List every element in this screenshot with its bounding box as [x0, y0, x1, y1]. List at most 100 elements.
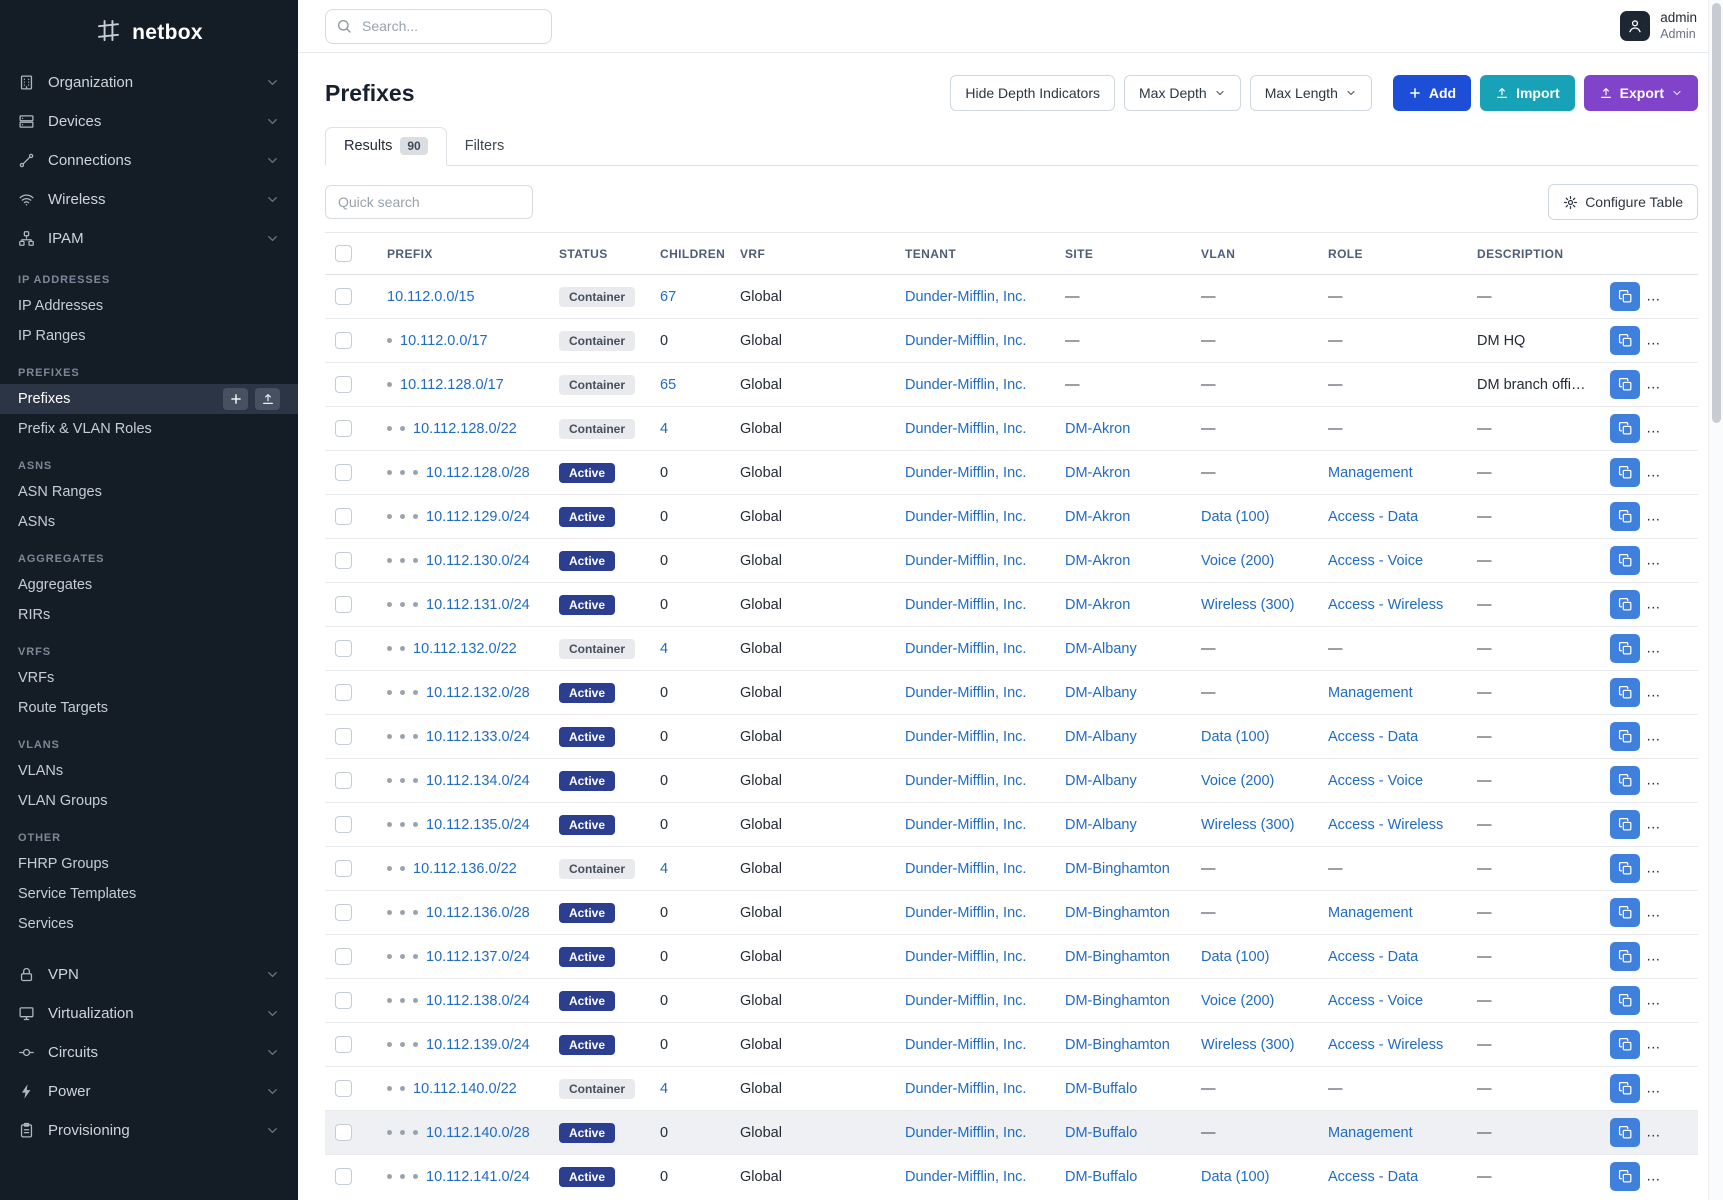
prefix-link[interactable]: 10.112.0.0/15	[387, 288, 475, 305]
vertical-scrollbar[interactable]	[1708, 0, 1723, 1200]
sidebar-item-power[interactable]: Power	[0, 1072, 298, 1111]
sidebar-item-asns[interactable]: ASNs	[0, 507, 298, 537]
copy-button[interactable]	[1610, 326, 1640, 355]
site-link[interactable]: DM-Albany	[1065, 684, 1137, 701]
prefix-link[interactable]: 10.112.136.0/28	[426, 904, 530, 921]
vlan-link[interactable]: Data (100)	[1201, 1168, 1270, 1185]
site-link[interactable]: DM-Albany	[1065, 816, 1137, 833]
prefix-link[interactable]: 10.112.141.0/24	[426, 1168, 530, 1185]
copy-button[interactable]	[1610, 678, 1640, 707]
row-checkbox[interactable]	[335, 1080, 352, 1097]
row-checkbox[interactable]	[335, 860, 352, 877]
sidebar-item-devices[interactable]: Devices	[0, 102, 298, 141]
prefix-link[interactable]: 10.112.139.0/24	[426, 1036, 530, 1053]
tenant-link[interactable]: Dunder-Mifflin, Inc.	[905, 948, 1027, 965]
sidebar-item-ipam[interactable]: IPAM	[0, 219, 298, 258]
column-header-status[interactable]: STATUS	[549, 232, 650, 275]
prefix-link[interactable]: 10.112.132.0/28	[426, 684, 530, 701]
copy-button[interactable]	[1610, 854, 1640, 883]
site-link[interactable]: DM-Buffalo	[1065, 1168, 1138, 1185]
vlan-link[interactable]: Data (100)	[1201, 728, 1270, 745]
global-search-input[interactable]	[325, 8, 552, 44]
row-checkbox[interactable]	[335, 904, 352, 921]
row-checkbox[interactable]	[335, 948, 352, 965]
site-link[interactable]: DM-Albany	[1065, 728, 1137, 745]
copy-button[interactable]	[1610, 1030, 1640, 1059]
configure-table-button[interactable]: Configure Table	[1548, 184, 1698, 220]
tenant-link[interactable]: Dunder-Mifflin, Inc.	[905, 508, 1027, 525]
sidebar-item-ip-addresses[interactable]: IP Addresses	[0, 291, 298, 321]
site-link[interactable]: DM-Binghamton	[1065, 1036, 1170, 1053]
prefix-link[interactable]: 10.112.137.0/24	[426, 948, 530, 965]
children-count-link[interactable]: 4	[660, 640, 669, 657]
column-header-vrf[interactable]: VRF	[730, 232, 895, 275]
row-checkbox[interactable]	[335, 376, 352, 393]
tenant-link[interactable]: Dunder-Mifflin, Inc.	[905, 904, 1027, 921]
role-link[interactable]: Management	[1328, 904, 1413, 921]
copy-button[interactable]	[1610, 1162, 1640, 1192]
tenant-link[interactable]: Dunder-Mifflin, Inc.	[905, 1036, 1027, 1053]
quick-search-input[interactable]	[325, 185, 533, 219]
copy-button[interactable]	[1610, 546, 1640, 575]
column-header-tenant[interactable]: TENANT	[895, 232, 1055, 275]
import-button[interactable]: Import	[1480, 75, 1575, 111]
tenant-link[interactable]: Dunder-Mifflin, Inc.	[905, 552, 1027, 569]
site-link[interactable]: DM-Binghamton	[1065, 860, 1170, 877]
export-button[interactable]: Export	[1583, 75, 1698, 111]
copy-button[interactable]	[1610, 414, 1640, 443]
tenant-link[interactable]: Dunder-Mifflin, Inc.	[905, 332, 1027, 349]
user-icon[interactable]	[1620, 11, 1651, 41]
role-link[interactable]: Access - Voice	[1328, 552, 1424, 569]
copy-button[interactable]	[1610, 502, 1640, 531]
sidebar-item-ip-ranges[interactable]: IP Ranges	[0, 321, 298, 351]
role-link[interactable]: Management	[1328, 1124, 1413, 1141]
copy-button[interactable]	[1610, 1118, 1640, 1147]
vlan-link[interactable]: Wireless (300)	[1201, 596, 1295, 613]
sidebar-item-prefix-vlan-roles[interactable]: Prefix & VLAN Roles	[0, 414, 298, 444]
tenant-link[interactable]: Dunder-Mifflin, Inc.	[905, 464, 1027, 481]
tenant-link[interactable]: Dunder-Mifflin, Inc.	[905, 1124, 1027, 1141]
prefix-link[interactable]: 10.112.131.0/24	[426, 596, 530, 613]
role-link[interactable]: Access - Data	[1328, 728, 1419, 745]
tenant-link[interactable]: Dunder-Mifflin, Inc.	[905, 420, 1027, 437]
row-checkbox[interactable]	[335, 332, 352, 349]
tenant-link[interactable]: Dunder-Mifflin, Inc.	[905, 816, 1027, 833]
row-checkbox[interactable]	[335, 772, 352, 789]
max-depth-dropdown[interactable]: Max Depth	[1124, 75, 1241, 111]
site-link[interactable]: DM-Albany	[1065, 772, 1137, 789]
site-link[interactable]: DM-Akron	[1065, 464, 1131, 481]
prefix-link[interactable]: 10.112.128.0/17	[400, 376, 504, 393]
prefix-link[interactable]: 10.112.133.0/24	[426, 728, 530, 745]
role-link[interactable]: Access - Voice	[1328, 772, 1424, 789]
row-checkbox[interactable]	[335, 420, 352, 437]
role-link[interactable]: Access - Wireless	[1328, 816, 1444, 833]
copy-button[interactable]	[1610, 634, 1640, 663]
site-link[interactable]: DM-Akron	[1065, 552, 1131, 569]
prefixes-quick-import-button[interactable]	[255, 388, 280, 410]
tenant-link[interactable]: Dunder-Mifflin, Inc.	[905, 288, 1027, 305]
tenant-link[interactable]: Dunder-Mifflin, Inc.	[905, 640, 1027, 657]
row-checkbox[interactable]	[335, 728, 352, 745]
sidebar-item-circuits[interactable]: Circuits	[0, 1033, 298, 1072]
vlan-link[interactable]: Data (100)	[1201, 508, 1270, 525]
site-link[interactable]: DM-Akron	[1065, 596, 1131, 613]
add-button[interactable]: Add	[1392, 75, 1472, 111]
prefix-link[interactable]: 10.112.128.0/28	[426, 464, 530, 481]
prefix-link[interactable]: 10.112.130.0/24	[426, 552, 530, 569]
scrollbar-thumb[interactable]	[1712, 3, 1721, 423]
site-link[interactable]: DM-Akron	[1065, 508, 1131, 525]
children-count-link[interactable]: 4	[660, 1080, 669, 1097]
copy-button[interactable]	[1610, 282, 1640, 311]
vlan-link[interactable]: Data (100)	[1201, 948, 1270, 965]
sidebar-item-virtualization[interactable]: Virtualization	[0, 994, 298, 1033]
copy-button[interactable]	[1610, 722, 1640, 751]
row-checkbox[interactable]	[335, 684, 352, 701]
sidebar-item-wireless[interactable]: Wireless	[0, 180, 298, 219]
sidebar-item-rirs[interactable]: RIRs	[0, 600, 298, 630]
max-length-dropdown[interactable]: Max Length	[1249, 75, 1372, 111]
prefix-link[interactable]: 10.112.135.0/24	[426, 816, 530, 833]
site-link[interactable]: DM-Binghamton	[1065, 904, 1170, 921]
role-link[interactable]: Management	[1328, 684, 1413, 701]
sidebar-item-connections[interactable]: Connections	[0, 141, 298, 180]
site-link[interactable]: DM-Binghamton	[1065, 948, 1170, 965]
